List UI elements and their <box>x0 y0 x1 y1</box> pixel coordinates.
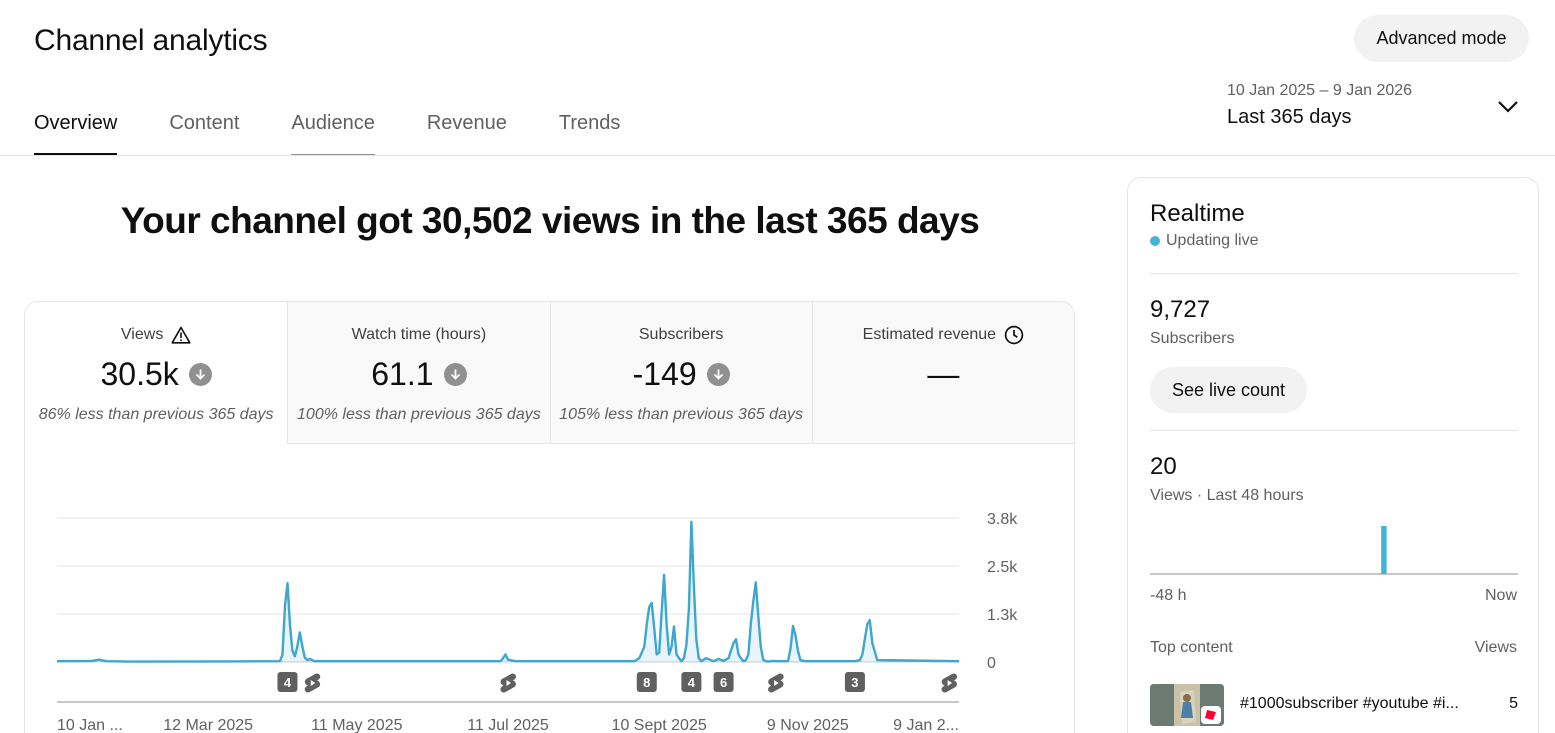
mini-chart-axis-end: Now <box>1484 587 1517 604</box>
y-tick-label: 0 <box>987 655 996 672</box>
realtime-subscribers-label: Subscribers <box>1150 330 1235 347</box>
tab-audience[interactable]: Audience <box>291 110 376 156</box>
date-range-picker[interactable]: 10 Jan 2025 – 9 Jan 2026 Last 365 days <box>1227 82 1527 132</box>
top-content-title[interactable]: #1000subscriber #youtube #i... <box>1240 695 1459 712</box>
upload-count-label: 4 <box>284 675 292 690</box>
views-line-chart[interactable]: 3.8k 2.5k 1.3k 0 4 8 4 6 3 10 Jan ... 12 Mar 2025 1… <box>25 444 1075 733</box>
realtime-views-label: Views · Last 48 hours <box>1150 487 1304 504</box>
shorts-icon <box>768 673 784 693</box>
metric-name: Views <box>120 326 164 343</box>
video-thumbnail[interactable] <box>1150 684 1224 726</box>
shorts-icon <box>941 673 958 693</box>
y-tick-label: 1.3k <box>987 607 1018 624</box>
metric-comparison: 86% less than previous 365 days <box>38 406 274 423</box>
metric-name: Watch time (hours) <box>351 326 487 343</box>
live-status-text: Updating live <box>1166 232 1259 249</box>
advanced-mode-button[interactable]: Advanced mode <box>1354 15 1529 62</box>
metric-value: 30.5k <box>100 355 179 392</box>
upload-count-badge <box>713 672 734 692</box>
top-content-views-label: Views <box>1474 639 1517 656</box>
shorts-icon <box>304 673 321 693</box>
top-content-label: Top content <box>1150 639 1233 656</box>
tab-content[interactable]: Content <box>169 112 240 134</box>
y-tick-label: 2.5k <box>987 559 1018 576</box>
page-title: Channel analytics <box>34 24 268 57</box>
metric-tab-views[interactable]: Views 30.5k 86% less than previous 365 d… <box>25 302 288 444</box>
tabs-divider <box>0 155 1555 156</box>
top-content-views: 5 <box>1509 695 1518 712</box>
shorts-icon <box>500 673 517 693</box>
x-tick-label: 9 Nov 2025 <box>767 717 849 733</box>
tab-overview[interactable]: Overview <box>34 110 118 156</box>
metric-name: Subscribers <box>638 326 724 343</box>
upload-count-label: 3 <box>851 675 858 690</box>
live-status: Updating live <box>1150 232 1259 250</box>
realtime-views-value: 20 <box>1150 453 1177 480</box>
metric-value: -149 <box>632 355 697 392</box>
metric-comparison: 105% less than previous 365 days <box>559 406 803 423</box>
x-tick-label: 10 Sept 2025 <box>612 717 707 733</box>
arrow-down-icon <box>188 362 212 386</box>
series-area <box>57 521 959 662</box>
y-tick-label: 3.8k <box>987 511 1018 528</box>
tab-trends[interactable]: Trends <box>558 112 621 134</box>
metric-name: Estimated revenue <box>862 326 997 343</box>
metric-tab-revenue[interactable]: Estimated revenue — <box>811 302 1074 444</box>
arrow-down-icon <box>706 362 730 386</box>
realtime-subscribers-value: 9,727 <box>1150 296 1211 323</box>
x-tick-label: 10 Jan ... <box>57 717 123 733</box>
tab-bar: Overview Content Audience Revenue Trends <box>34 110 672 156</box>
see-live-count-button[interactable]: See live count <box>1150 367 1307 413</box>
upload-count-label: 8 <box>643 675 650 690</box>
divider <box>1150 273 1518 274</box>
upload-count-label: 4 <box>688 675 696 690</box>
upload-count-badge <box>681 672 702 692</box>
upload-count-badge <box>636 672 657 692</box>
series-line <box>56 520 960 663</box>
metric-tabs: Views 30.5k 86% less than previous 365 d… <box>25 302 1074 444</box>
realtime-bar-chart[interactable] <box>1150 518 1518 578</box>
warning-icon[interactable] <box>171 326 191 344</box>
x-tick-label: 11 May 2025 <box>311 717 402 733</box>
metric-tab-watch-time[interactable]: Watch time (hours) 61.1 100% less than p… <box>287 302 550 444</box>
metric-comparison: 100% less than previous 365 days <box>297 406 541 423</box>
metric-value: — <box>927 355 960 392</box>
tab-revenue[interactable]: Revenue <box>426 112 507 134</box>
date-range-text: 10 Jan 2025 – 9 Jan 2026 <box>1227 82 1413 99</box>
divider <box>1150 430 1518 431</box>
x-tick-label: 11 Jul 2025 <box>467 717 549 733</box>
chevron-down-icon <box>1498 101 1518 113</box>
metric-tab-subscribers[interactable]: Subscribers -149 105% less than previous… <box>549 302 812 444</box>
clock-icon[interactable] <box>1004 325 1024 345</box>
metric-value: 61.1 <box>371 355 434 392</box>
mini-chart-axis-start: -48 h <box>1150 587 1187 604</box>
headline: Your channel got 30,502 views in the las… <box>120 200 980 241</box>
top-content-row[interactable]: #1000subscriber #youtube #i... 5 <box>1150 684 1518 726</box>
x-tick-label: 12 Mar 2025 <box>163 717 253 733</box>
x-tick-label: 9 Jan 2... <box>893 717 959 733</box>
arrow-down-icon <box>443 362 467 386</box>
overview-card: Views 30.5k 86% less than previous 365 d… <box>24 301 1075 733</box>
date-range-label: Last 365 days <box>1227 106 1352 128</box>
upload-count-badge <box>277 672 298 692</box>
upload-count-label: 6 <box>720 675 727 690</box>
upload-count-badge <box>844 672 865 692</box>
realtime-card: Realtime Updating live 9,727 Subscribers… <box>1127 177 1539 733</box>
realtime-bar <box>1381 526 1387 574</box>
live-dot-icon <box>1150 236 1160 246</box>
realtime-title: Realtime <box>1150 200 1245 227</box>
